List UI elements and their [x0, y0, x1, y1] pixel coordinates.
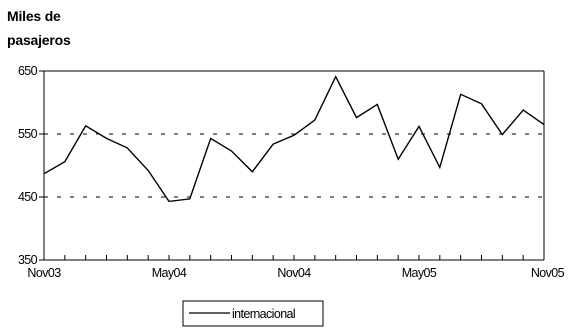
grid-lines: [44, 133, 544, 198]
x-tick-label-Nov05: Nov05: [531, 266, 565, 280]
x-tick-label-Nov03: Nov03: [27, 266, 61, 280]
legend: internacional: [182, 300, 324, 327]
y-tick-label-650: 650: [18, 64, 38, 78]
x-tick-label-May05: May05: [402, 266, 437, 280]
x-tick-label-May04: May04: [152, 266, 187, 280]
legend-label-internacional: internacional: [232, 307, 295, 321]
y-tick-label-350: 350: [18, 253, 38, 267]
y-axis-title-line-1: Miles de: [7, 8, 61, 24]
series-line-internacional: [43, 75, 545, 203]
y-tick-label-550: 550: [18, 127, 38, 141]
axes: [39, 70, 545, 261]
series-layer: [43, 75, 545, 203]
tick-labels: 350 450 550 650 Nov03 May04 Nov04 May05 Nov05: [18, 64, 565, 280]
y-tick-label-450: 450: [18, 190, 38, 204]
x-tick-label-Nov04: Nov04: [277, 266, 311, 280]
y-axis-title-line-2: pasajeros: [7, 32, 71, 48]
